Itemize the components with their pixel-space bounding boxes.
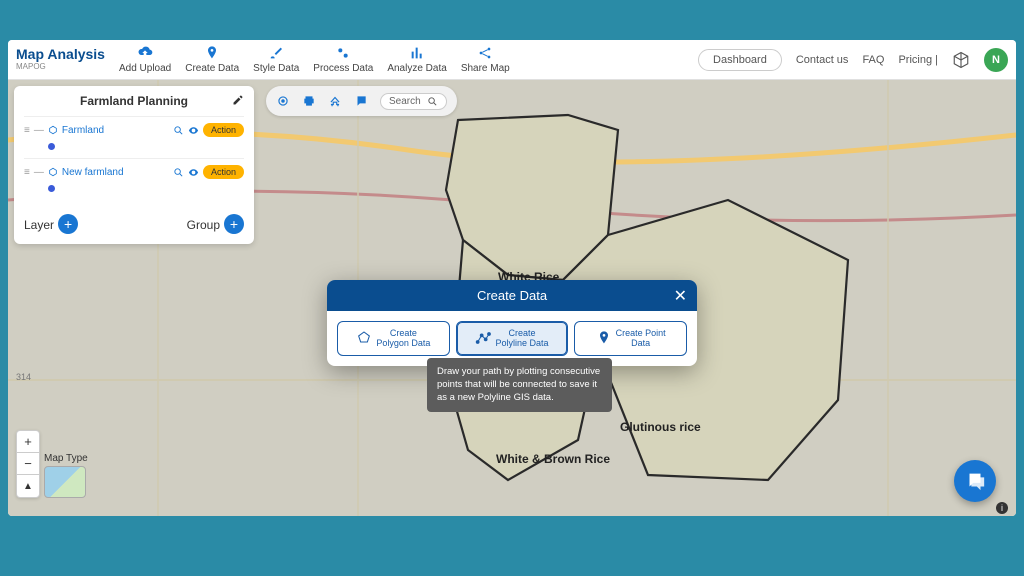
tool-label: Analyze Data bbox=[387, 63, 446, 74]
tool-label: Process Data bbox=[313, 63, 373, 74]
create-data-modal: Create Data ✕ Create Polygon Data Create… bbox=[327, 280, 697, 366]
collapse-icon[interactable]: — bbox=[34, 125, 44, 136]
polygon-icon bbox=[48, 167, 58, 177]
layer-name: Farmland bbox=[62, 125, 169, 136]
panel-title: Farmland Planning bbox=[80, 94, 188, 108]
chat-icon bbox=[964, 470, 986, 492]
layer-symbol-dot bbox=[48, 143, 55, 150]
chat-fab[interactable] bbox=[954, 460, 996, 502]
brand-logo: Map Analysis MAPOG bbox=[16, 47, 105, 71]
search-placeholder: Search bbox=[389, 96, 421, 107]
map-label-white-brown-rice: White & Brown Rice bbox=[496, 452, 610, 466]
map-label-glutinous-rice: Glutinous rice bbox=[620, 420, 701, 434]
modal-title: Create Data bbox=[477, 288, 547, 303]
drag-icon[interactable]: ≡ bbox=[24, 167, 30, 178]
pin-icon bbox=[204, 45, 220, 61]
option-label: Create Polyline Data bbox=[495, 328, 548, 349]
zoom-icon[interactable] bbox=[173, 125, 184, 136]
polyline-icon bbox=[475, 330, 491, 346]
tool-analyze-data[interactable]: Analyze Data bbox=[387, 45, 446, 74]
zoom-out-button[interactable]: − bbox=[17, 453, 39, 475]
maptype-label: Map Type bbox=[44, 453, 88, 464]
layers-panel: Farmland Planning ≡ — Farmland Action ≡ bbox=[14, 86, 254, 244]
pricing-link[interactable]: Pricing | bbox=[898, 54, 938, 66]
edit-icon[interactable] bbox=[232, 94, 244, 106]
cube-icon[interactable] bbox=[952, 51, 970, 69]
modal-header: Create Data ✕ bbox=[327, 280, 697, 311]
cloud-upload-icon bbox=[137, 45, 153, 61]
tool-share-map[interactable]: Share Map bbox=[461, 45, 510, 74]
info-icon[interactable]: i bbox=[996, 502, 1008, 514]
polygon-icon bbox=[48, 125, 58, 135]
option-polyline-data[interactable]: Create Polyline Data bbox=[456, 321, 569, 356]
svg-text:314: 314 bbox=[16, 372, 31, 382]
visibility-icon[interactable] bbox=[188, 125, 199, 136]
tool-label: Style Data bbox=[253, 63, 299, 74]
print-icon[interactable] bbox=[302, 94, 316, 108]
option-label: Create Point Data bbox=[616, 328, 666, 349]
tool-add-upload[interactable]: Add Upload bbox=[119, 45, 171, 74]
collapse-icon[interactable]: — bbox=[34, 167, 44, 178]
brand-subtitle: MAPOG bbox=[16, 63, 105, 72]
visibility-icon[interactable] bbox=[188, 167, 199, 178]
drag-icon[interactable]: ≡ bbox=[24, 125, 30, 136]
measure-icon[interactable] bbox=[328, 94, 342, 108]
tool-process-data[interactable]: Process Data bbox=[313, 45, 373, 74]
select-icon[interactable] bbox=[276, 94, 290, 108]
map-canvas[interactable]: 314 White Rice White & Brown Rice Glutin… bbox=[8, 80, 1016, 516]
tool-label: Add Upload bbox=[119, 63, 171, 74]
add-group-button[interactable]: + bbox=[224, 214, 244, 234]
share-icon bbox=[477, 45, 493, 61]
faq-link[interactable]: FAQ bbox=[862, 54, 884, 66]
map-toolbar: Search bbox=[266, 86, 457, 116]
tool-label: Create Data bbox=[185, 63, 239, 74]
tool-label: Share Map bbox=[461, 63, 510, 74]
option-polygon-data[interactable]: Create Polygon Data bbox=[337, 321, 450, 356]
comment-icon[interactable] bbox=[354, 94, 368, 108]
maptype-thumbnail bbox=[44, 466, 86, 498]
close-icon[interactable]: ✕ bbox=[674, 286, 687, 306]
tool-style-data[interactable]: Style Data bbox=[253, 45, 299, 74]
layer-action-button[interactable]: Action bbox=[203, 165, 244, 179]
zoom-controls: + − ▲ bbox=[16, 430, 40, 498]
layer-row-farmland[interactable]: ≡ — Farmland Action bbox=[24, 116, 244, 158]
zoom-icon[interactable] bbox=[173, 167, 184, 178]
map-search[interactable]: Search bbox=[380, 93, 447, 110]
user-avatar[interactable]: N bbox=[984, 48, 1008, 72]
layer-action-button[interactable]: Action bbox=[203, 123, 244, 137]
option-label: Create Polygon Data bbox=[376, 328, 430, 349]
brand-title: Map Analysis bbox=[16, 46, 105, 62]
app-frame: Map Analysis MAPOG Add Upload Create Dat… bbox=[8, 40, 1016, 516]
layer-row-new-farmland[interactable]: ≡ — New farmland Action bbox=[24, 158, 244, 200]
group-label: Group+ bbox=[187, 214, 244, 234]
layer-name: New farmland bbox=[62, 167, 169, 178]
gears-icon bbox=[335, 45, 351, 61]
search-icon bbox=[427, 96, 438, 107]
dashboard-button[interactable]: Dashboard bbox=[698, 49, 782, 71]
zoom-in-button[interactable]: + bbox=[17, 431, 39, 453]
polygon-icon bbox=[356, 330, 372, 346]
reset-north-button[interactable]: ▲ bbox=[17, 475, 39, 497]
point-icon bbox=[596, 330, 612, 346]
top-toolbar: Map Analysis MAPOG Add Upload Create Dat… bbox=[8, 40, 1016, 80]
add-layer-button[interactable]: + bbox=[58, 214, 78, 234]
layer-label: Layer+ bbox=[24, 214, 78, 234]
chart-icon bbox=[409, 45, 425, 61]
polyline-tooltip: Draw your path by plotting consecutive p… bbox=[427, 358, 612, 412]
option-point-data[interactable]: Create Point Data bbox=[574, 321, 687, 356]
brush-icon bbox=[268, 45, 284, 61]
tool-create-data[interactable]: Create Data bbox=[185, 45, 239, 74]
map-type-selector[interactable]: Map Type bbox=[44, 453, 88, 498]
contact-link[interactable]: Contact us bbox=[796, 54, 849, 66]
layer-symbol-dot bbox=[48, 185, 55, 192]
